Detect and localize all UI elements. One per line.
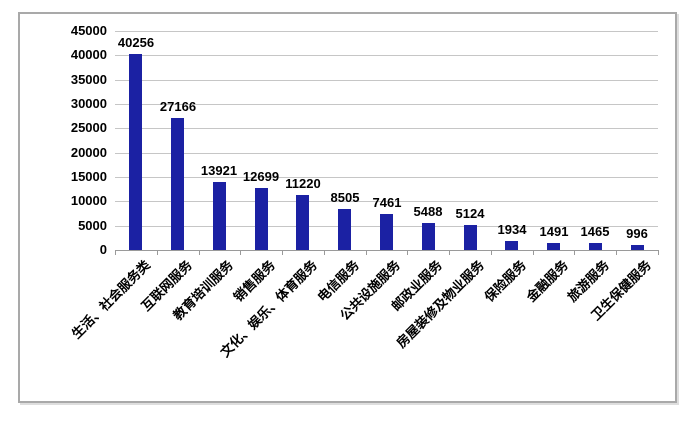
y-axis-tick-label: 20000 xyxy=(70,145,107,160)
x-axis-tick xyxy=(366,250,367,255)
category-label-5: 电信服务 xyxy=(314,257,362,305)
bar-value-label-2: 13921 xyxy=(200,163,238,178)
category-label-3: 销售服务 xyxy=(230,257,278,305)
x-axis-line xyxy=(115,250,658,251)
bar-value-label-10: 1491 xyxy=(539,224,569,239)
gridline xyxy=(115,201,658,202)
x-axis-ticks xyxy=(20,14,675,401)
category-label-9: 保险服务 xyxy=(481,257,529,305)
bar-value-label-6: 7461 xyxy=(372,195,402,210)
x-axis-tick xyxy=(658,250,659,255)
category-label-12: 卫生保健服务 xyxy=(588,257,654,324)
category-label-1: 互联网服务 xyxy=(138,257,195,314)
x-axis-tick xyxy=(282,250,283,255)
bar-5 xyxy=(338,209,351,250)
bar-4 xyxy=(296,195,309,250)
y-axis-tick-label: 0 xyxy=(99,242,107,257)
y-axis-tick-label: 10000 xyxy=(70,193,107,208)
bar-10 xyxy=(547,243,560,250)
bar-8 xyxy=(464,225,477,250)
gridline xyxy=(115,153,658,154)
bar-value-label-7: 5488 xyxy=(413,204,443,219)
bar-9 xyxy=(505,241,518,250)
gridline xyxy=(115,128,658,129)
bar-value-label-9: 1934 xyxy=(497,222,527,237)
x-axis-tick xyxy=(199,250,200,255)
bar-value-label-3: 12699 xyxy=(242,169,280,184)
category-labels: 生活、社会服务类 互联网服务 教育培训服务 销售服务 文化、娱乐、体育服务 电信服务 公共设… xyxy=(20,14,675,401)
category-label-2: 教育培训服务 xyxy=(170,257,236,324)
bar-3 xyxy=(255,188,268,250)
bar-value-label-12: 996 xyxy=(626,226,648,241)
chart-frame: 0 5000 10000 15000 20000 25000 30000 35000 40000… xyxy=(18,12,677,403)
x-axis-tick xyxy=(240,250,241,255)
x-axis-tick xyxy=(115,250,116,255)
bar-value-labels: 40256 27166 13921 12699 11220 8505 7461 5488 512… xyxy=(20,14,675,401)
x-axis-tick xyxy=(157,250,158,255)
x-axis-tick xyxy=(407,250,408,255)
bar-2 xyxy=(213,182,226,250)
bar-7 xyxy=(422,223,435,250)
y-axis-tick-label: 40000 xyxy=(70,47,107,62)
y-axis-labels: 0 5000 10000 15000 20000 25000 30000 35000 40000… xyxy=(20,14,675,401)
bar-value-label-1: 27166 xyxy=(159,99,197,114)
x-axis-tick xyxy=(616,250,617,255)
bar-6 xyxy=(380,214,393,250)
y-axis-tick-label: 15000 xyxy=(70,169,107,184)
bar-value-label-0: 40256 xyxy=(117,35,155,50)
category-label-6: 公共设施服务 xyxy=(337,257,403,324)
bar-value-label-11: 1465 xyxy=(580,224,610,239)
category-label-7: 邮政业服务 xyxy=(388,257,445,314)
bar-1 xyxy=(171,118,184,250)
x-axis-tick xyxy=(491,250,492,255)
y-axis-tick-label: 30000 xyxy=(70,96,107,111)
x-axis-tick xyxy=(324,250,325,255)
y-axis-tick-label: 45000 xyxy=(70,23,107,38)
x-axis-tick xyxy=(449,250,450,255)
y-axis-tick-label: 25000 xyxy=(70,120,107,135)
y-axis-tick-label: 5000 xyxy=(78,218,107,233)
bar-12 xyxy=(631,245,644,250)
gridline xyxy=(115,177,658,178)
category-label-4: 文化、娱乐、体育服务 xyxy=(217,257,320,360)
bar-11 xyxy=(589,243,602,250)
gridline xyxy=(115,31,658,32)
category-label-0: 生活、社会服务类 xyxy=(68,257,153,342)
x-axis-tick xyxy=(533,250,534,255)
gridline xyxy=(115,104,658,105)
gridlines-layer xyxy=(20,14,675,401)
y-axis-tick-label: 35000 xyxy=(70,72,107,87)
bar-value-label-5: 8505 xyxy=(330,190,360,205)
bars-layer xyxy=(20,14,675,401)
category-label-11: 旅游服务 xyxy=(564,257,612,305)
gridline xyxy=(115,226,658,227)
bar-value-label-4: 11220 xyxy=(285,176,321,191)
bar-value-label-8: 5124 xyxy=(455,206,485,221)
category-label-10: 金融服务 xyxy=(523,257,571,305)
gridline xyxy=(115,80,658,81)
x-axis-tick xyxy=(574,250,575,255)
bar-0 xyxy=(129,54,142,250)
category-label-8: 房屋装修及物业服务 xyxy=(393,257,487,351)
gridline xyxy=(115,55,658,56)
